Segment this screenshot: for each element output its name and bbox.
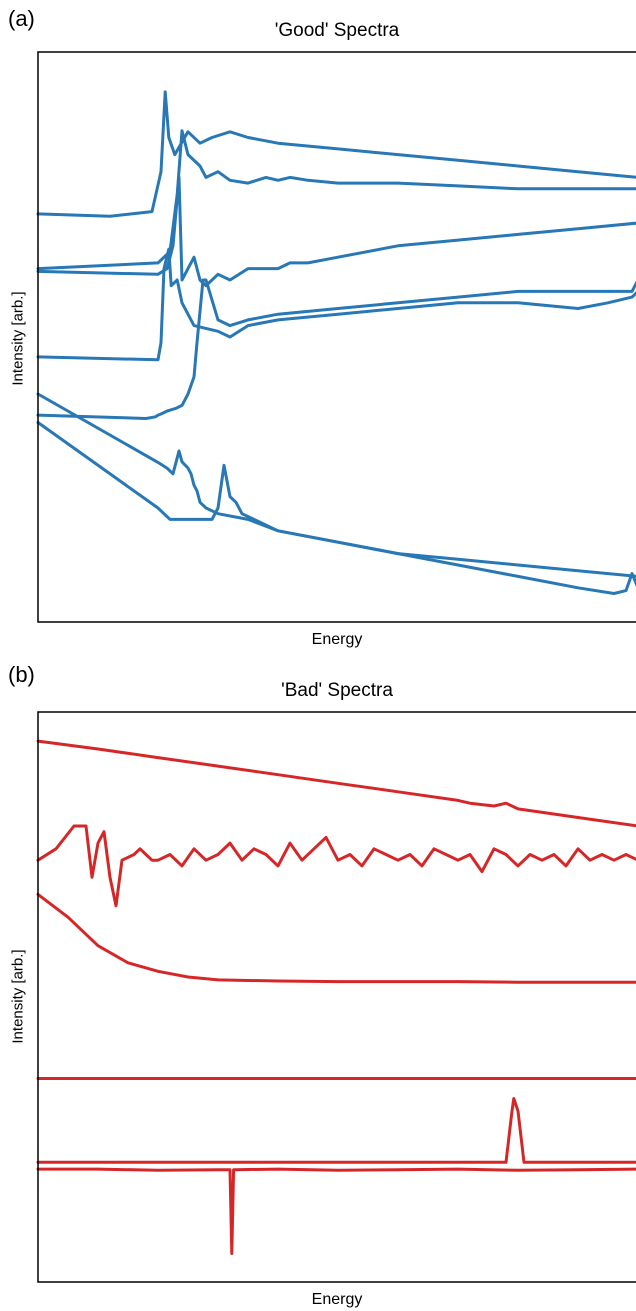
panel-b-series-line-3 (36, 892, 636, 984)
panel-a-axes-frame (37, 51, 636, 623)
panel-b-axes-frame (37, 711, 636, 1283)
panel-a-series-line-4 (36, 247, 636, 362)
panel-a-plot (36, 51, 636, 623)
panel-a-series-line-3 (36, 175, 636, 288)
panel-a-label: (a) (8, 6, 35, 31)
panel-a-series-line-5 (36, 278, 636, 420)
panel-b-xlabel: Energy (311, 1291, 363, 1308)
panel-a-series-line-7 (36, 421, 636, 595)
panel-a-series-line-2 (36, 129, 636, 271)
panel-b-title: 'Bad' Spectra (281, 680, 393, 701)
panel-b-plot (36, 711, 636, 1283)
panel-a-series-line-6 (36, 392, 636, 578)
panel-b-series-line-6 (36, 1167, 636, 1255)
panel-b-series-line-1 (36, 739, 636, 828)
panel-a-xlabel: Energy (311, 631, 363, 648)
panel-b-label: (b) (8, 662, 35, 687)
panel-a-series-line-1 (36, 90, 636, 218)
panel-b-series-line-5 (36, 1097, 636, 1164)
panel-b-series-line-2 (36, 824, 636, 908)
panel-a-title: 'Good' Spectra (274, 20, 400, 41)
